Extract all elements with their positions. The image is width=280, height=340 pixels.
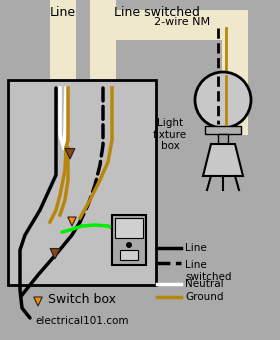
Text: Ground: Ground bbox=[185, 292, 223, 302]
Bar bbox=[222, 10, 248, 135]
Text: Line
switched: Line switched bbox=[185, 260, 232, 282]
Polygon shape bbox=[65, 149, 75, 159]
Text: electrical101.com: electrical101.com bbox=[35, 316, 129, 326]
Bar bbox=[8, 80, 156, 285]
Bar bbox=[50, 0, 76, 88]
Text: Switch box: Switch box bbox=[48, 293, 116, 306]
Bar bbox=[205, 126, 241, 134]
Text: Line: Line bbox=[185, 243, 207, 253]
Circle shape bbox=[126, 242, 132, 248]
Bar bbox=[112, 215, 146, 265]
Bar bbox=[90, 0, 116, 88]
Bar bbox=[120, 250, 138, 260]
Bar bbox=[218, 134, 228, 144]
Text: Line: Line bbox=[50, 6, 76, 19]
Polygon shape bbox=[34, 297, 42, 306]
Text: 2-wire NM: 2-wire NM bbox=[154, 17, 210, 27]
Polygon shape bbox=[50, 249, 60, 259]
Bar bbox=[100, 10, 248, 40]
Polygon shape bbox=[68, 217, 76, 226]
Polygon shape bbox=[203, 144, 243, 176]
Text: Neutral: Neutral bbox=[185, 279, 224, 289]
Text: Light
fixture
box: Light fixture box bbox=[153, 118, 187, 151]
Bar bbox=[115, 218, 143, 238]
Text: Line switched: Line switched bbox=[114, 6, 200, 19]
Circle shape bbox=[195, 72, 251, 128]
